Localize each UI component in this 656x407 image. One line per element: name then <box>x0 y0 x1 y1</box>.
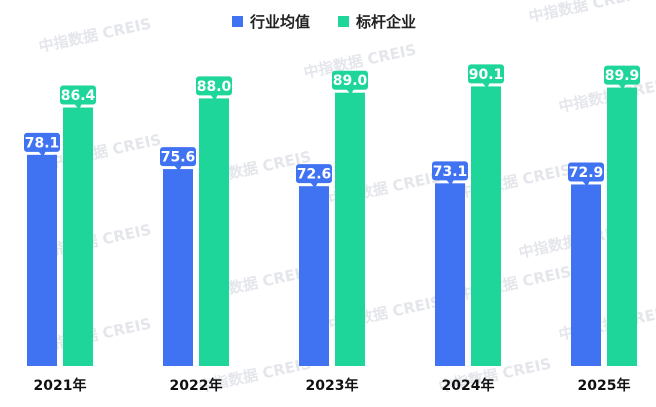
data-label-box <box>196 76 232 96</box>
bar <box>571 184 601 366</box>
legend-swatch <box>232 16 243 27</box>
bar <box>27 154 57 366</box>
data-label-pointer <box>174 165 182 172</box>
data-label-pointer <box>618 83 626 90</box>
data-label-text: 75.6 <box>161 150 196 166</box>
data-label: 90.1 <box>468 64 504 89</box>
data-label-text: 78.1 <box>25 135 60 151</box>
x-tick-label: 2022年 <box>170 377 223 394</box>
data-label: 78.1 <box>24 132 60 157</box>
data-label: 86.4 <box>60 85 96 110</box>
data-label-pointer <box>210 94 218 101</box>
data-label-box <box>432 161 468 181</box>
data-label-box <box>568 162 604 182</box>
data-labels-group: 78.1 86.4 75.6 88.0 72.6 89.0 73.1 90.1 72.9 89.9 <box>24 64 640 189</box>
bar <box>63 107 93 367</box>
data-label-pointer <box>482 82 490 89</box>
data-label-text: 72.6 <box>297 167 332 183</box>
data-label: 73.1 <box>432 161 468 186</box>
watermark-text: 中指数据 CREIS <box>37 15 153 56</box>
data-label-text: 89.9 <box>605 68 640 84</box>
bars-group <box>27 86 637 367</box>
data-label-text: 72.9 <box>569 165 604 181</box>
data-label-box <box>468 64 504 84</box>
data-label-text: 73.1 <box>433 164 468 180</box>
data-label-text: 89.0 <box>333 73 368 89</box>
bar <box>199 98 229 367</box>
bar <box>163 169 193 366</box>
legend-label: 标杆企业 <box>355 13 416 31</box>
data-label-box <box>24 132 60 152</box>
data-label-pointer <box>446 179 454 186</box>
data-label-box <box>296 164 332 184</box>
data-label: 72.9 <box>568 162 604 187</box>
x-tick-label: 2025年 <box>578 377 631 394</box>
bar <box>299 186 329 366</box>
data-label-pointer <box>74 103 82 110</box>
bar <box>335 92 365 366</box>
legend-label: 行业均值 <box>249 13 310 31</box>
bar <box>607 87 637 366</box>
bar <box>435 183 465 366</box>
x-tick-label: 2021年 <box>34 377 87 394</box>
data-label-pointer <box>582 180 590 187</box>
data-label: 72.6 <box>296 164 332 189</box>
data-label-pointer <box>346 88 354 95</box>
data-label-text: 88.0 <box>197 79 232 95</box>
x-tick-label: 2024年 <box>442 377 495 394</box>
data-label-text: 90.1 <box>469 67 504 83</box>
x-axis-ticks: 2021年 2022年 2023年 2024年 2025年 <box>34 377 631 394</box>
data-label: 89.0 <box>332 70 368 95</box>
data-label: 88.0 <box>196 76 232 101</box>
data-label-box <box>604 65 640 85</box>
data-label-box <box>332 70 368 90</box>
watermark-text: 中指数据 CREIS <box>527 0 643 26</box>
legend-swatch <box>338 16 349 27</box>
x-tick-label: 2023年 <box>306 377 359 394</box>
data-label: 75.6 <box>160 147 196 172</box>
bar <box>471 86 501 367</box>
data-label-box <box>60 85 96 105</box>
data-label-pointer <box>38 150 46 157</box>
data-label: 89.9 <box>604 65 640 90</box>
data-label-box <box>160 147 196 167</box>
data-label-pointer <box>310 182 318 189</box>
data-label-text: 86.4 <box>61 88 96 104</box>
legend: 行业均值 标杆企业 <box>232 13 416 31</box>
